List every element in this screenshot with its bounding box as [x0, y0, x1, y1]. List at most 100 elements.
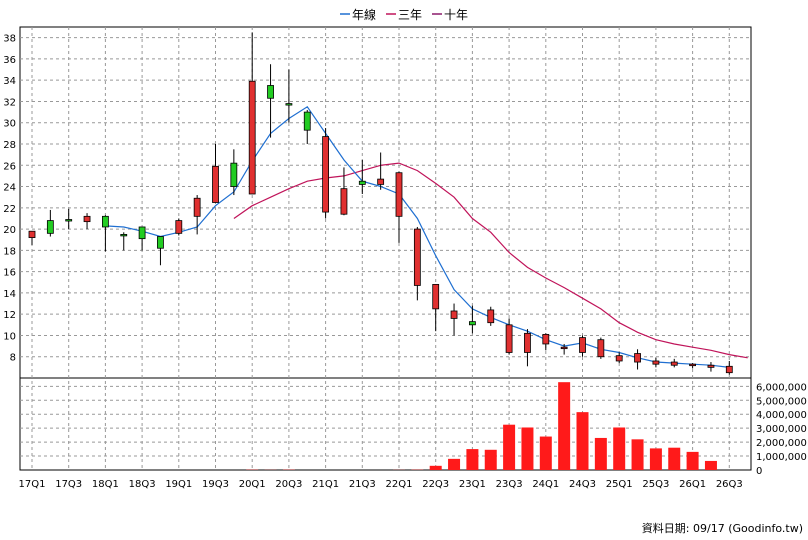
candlestick	[652, 357, 660, 368]
price-tick-label: 36	[3, 55, 16, 66]
price-axis: 8 10 12 14 16 18 20 22 24 26 28 30 32 34 36 38	[3, 34, 16, 364]
x-tick-label: 19Q1	[165, 479, 192, 490]
candlestick	[725, 360, 733, 375]
volume-tick-label: 1,000,000	[756, 452, 807, 463]
x-tick-label: 23Q3	[496, 479, 523, 490]
annual-line	[105, 105, 730, 368]
candle-body	[285, 103, 293, 106]
candle-body	[83, 215, 91, 223]
volume-bar	[668, 447, 681, 470]
candlestick	[267, 64, 274, 138]
candle-body	[303, 111, 311, 131]
candle-body	[358, 180, 366, 185]
candle-body	[28, 230, 36, 239]
volume-bar	[521, 427, 534, 470]
price-tick-label: 30	[3, 119, 16, 130]
volume-tick-label: 5,000,000	[756, 396, 807, 407]
volume-bar	[704, 460, 717, 470]
candlestick	[377, 152, 385, 190]
volume-bar	[539, 436, 552, 470]
candlestick	[413, 226, 421, 301]
x-tick-label: 20Q3	[275, 479, 302, 490]
moving-average-lines	[105, 105, 748, 368]
volume-bar	[686, 451, 699, 470]
candle-body	[487, 309, 495, 324]
candle-body	[524, 332, 531, 353]
candle-body	[138, 226, 146, 240]
candlestick	[303, 109, 311, 144]
candlestick	[322, 128, 330, 219]
volume-bar	[576, 412, 589, 470]
volume-bar	[558, 382, 571, 470]
price-tick-label: 12	[3, 310, 16, 321]
candlestick	[524, 329, 531, 367]
volume-bar	[429, 465, 442, 470]
x-tick-label: 20Q1	[239, 479, 266, 490]
candlestick	[285, 69, 293, 123]
candle-body	[468, 321, 476, 326]
candlestick	[340, 167, 348, 216]
volume-tick-label: 3,000,000	[756, 424, 807, 435]
volume-tick-label: 6,000,000	[756, 382, 807, 393]
candle-body	[120, 234, 128, 237]
candle-body	[322, 136, 330, 213]
candlestick	[689, 363, 696, 369]
grid-lines	[20, 27, 751, 470]
candlestick	[120, 232, 128, 251]
candlestick	[597, 337, 605, 359]
candle-body	[432, 283, 440, 310]
candle-body	[46, 220, 54, 234]
candle-body	[725, 365, 733, 374]
candlestick	[432, 283, 440, 332]
three-year-line	[233, 162, 748, 359]
candlestick	[102, 215, 109, 252]
x-tick-label: 24Q3	[569, 479, 596, 490]
candlestick	[707, 362, 715, 372]
x-tick-label: 26Q1	[679, 479, 706, 490]
candle-body	[670, 361, 678, 366]
x-tick-label: 17Q3	[55, 479, 82, 490]
candlestick	[542, 333, 550, 351]
price-tick-label: 38	[3, 34, 16, 45]
candlestick	[46, 209, 54, 237]
candlestick	[670, 358, 678, 368]
candle-body	[689, 363, 696, 367]
volume-bars	[246, 382, 717, 470]
price-tick-label: 10	[3, 331, 16, 342]
x-tick-label: 21Q1	[312, 479, 339, 490]
x-tick-label: 22Q1	[386, 479, 413, 490]
x-axis: 17Q1 17Q3 18Q1 18Q3 19Q1 19Q3 20Q1 20Q3 21Q1 21Q3…	[19, 479, 743, 490]
candle-body	[248, 80, 256, 195]
x-tick-label: 17Q1	[19, 479, 46, 490]
volume-tick-label: 4,000,000	[756, 410, 807, 421]
price-tick-label: 24	[3, 183, 16, 194]
candle-body	[579, 337, 586, 353]
candle-body	[450, 310, 458, 319]
candle-body	[707, 364, 715, 368]
candlestick	[28, 230, 36, 246]
volume-bar	[613, 427, 626, 470]
candlestick	[634, 349, 641, 370]
candle-body	[212, 165, 219, 203]
volume-bar	[503, 424, 516, 470]
price-tick-label: 34	[3, 76, 16, 87]
legend-ten-year-label: 十年	[444, 8, 468, 22]
price-tick-label: 8	[10, 353, 16, 364]
price-tick-label: 16	[3, 268, 16, 279]
volume-bar	[594, 437, 607, 470]
candle-body	[413, 228, 421, 286]
candlestick	[468, 305, 476, 334]
candle-body	[597, 339, 605, 358]
x-tick-label: 19Q3	[202, 479, 229, 490]
candlestick	[83, 213, 91, 230]
volume-bar	[466, 449, 479, 470]
x-tick-label: 23Q1	[459, 479, 486, 490]
x-tick-label: 18Q1	[92, 479, 119, 490]
volume-axis: 0 1,000,000 2,000,000 3,000,000 4,000,000 5,0…	[756, 382, 807, 477]
volume-bar	[649, 448, 662, 470]
volume-tick-label: 2,000,000	[756, 438, 807, 449]
price-tick-label: 32	[3, 97, 16, 108]
legend: 年線 三年 十年	[340, 7, 468, 22]
x-tick-label: 25Q1	[606, 479, 633, 490]
candle-body	[267, 85, 274, 99]
